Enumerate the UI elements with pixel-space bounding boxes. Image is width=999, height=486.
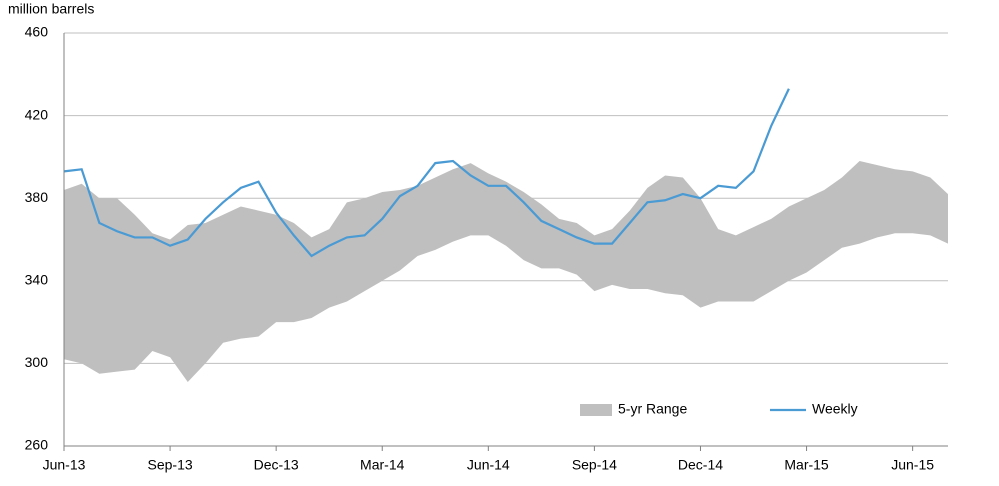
y-tick-label: 340: [25, 272, 49, 288]
y-tick-label: 460: [25, 24, 49, 40]
y-tick-label: 380: [25, 189, 49, 205]
x-tick-label: Jun-15: [891, 457, 934, 473]
y-tick-label: 420: [25, 106, 49, 122]
y-tick-label: 260: [25, 437, 49, 453]
line: [63, 88, 790, 258]
y-axis-label: million barrels: [8, 1, 94, 17]
legend-swatch: [580, 404, 612, 416]
x-tick-label: Sep-13: [148, 457, 193, 473]
y-tick-label: 300: [25, 354, 49, 370]
legend-label: 5-yr Range: [618, 401, 687, 417]
x-tick-label: Dec-14: [678, 457, 723, 473]
x-tick-label: Sep-14: [572, 457, 617, 473]
x-tick-label: Jun-13: [43, 457, 86, 473]
range-band: [64, 161, 948, 382]
legend-label: Weekly: [812, 401, 858, 417]
x-tick-label: Mar-14: [360, 457, 405, 473]
x-tick-label: Mar-15: [784, 457, 829, 473]
x-tick-label: Dec-13: [254, 457, 299, 473]
x-tick-label: Jun-14: [467, 457, 510, 473]
